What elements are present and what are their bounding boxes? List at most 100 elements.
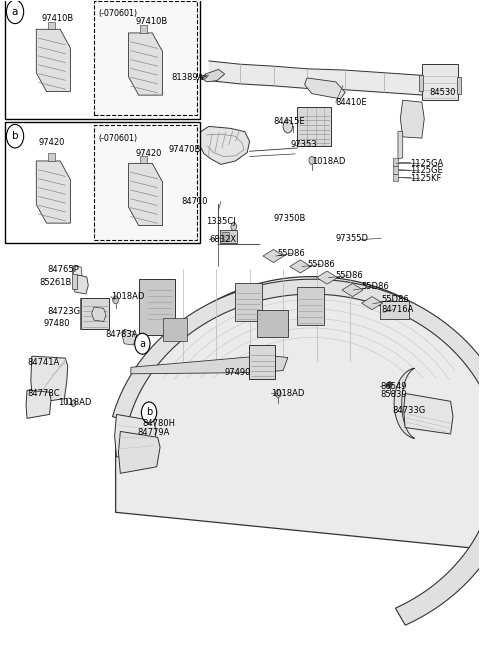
Polygon shape — [199, 127, 250, 165]
Circle shape — [283, 120, 293, 133]
Bar — [72, 266, 77, 289]
Polygon shape — [116, 277, 480, 552]
Text: 84783A: 84783A — [105, 330, 138, 339]
Circle shape — [6, 125, 24, 148]
Polygon shape — [201, 75, 207, 79]
Polygon shape — [26, 390, 51, 419]
Circle shape — [276, 390, 281, 398]
Bar — [222, 232, 228, 241]
Text: 97410B: 97410B — [136, 17, 168, 26]
Text: 85839: 85839 — [380, 390, 407, 400]
Bar — [220, 230, 237, 243]
Circle shape — [309, 157, 315, 165]
Polygon shape — [396, 417, 480, 625]
Text: 84716A: 84716A — [381, 305, 414, 314]
Polygon shape — [36, 161, 71, 223]
Text: 97490: 97490 — [225, 368, 251, 377]
Bar — [94, 125, 197, 239]
Polygon shape — [361, 297, 383, 310]
Text: 86549: 86549 — [380, 382, 407, 391]
Polygon shape — [400, 100, 424, 138]
Text: 81389A: 81389A — [172, 73, 204, 82]
Text: 97420: 97420 — [39, 138, 65, 147]
Polygon shape — [202, 70, 225, 82]
Polygon shape — [36, 30, 71, 91]
Text: (-070601): (-070601) — [99, 134, 138, 142]
Text: 1018AD: 1018AD — [111, 292, 144, 301]
Polygon shape — [115, 415, 156, 457]
Bar — [420, 75, 423, 91]
Text: 55D86: 55D86 — [336, 271, 363, 280]
Text: 84779A: 84779A — [137, 428, 169, 437]
Text: 84733G: 84733G — [392, 406, 425, 415]
Text: 97420: 97420 — [136, 149, 162, 157]
Bar — [298, 107, 331, 146]
Polygon shape — [263, 249, 284, 262]
Polygon shape — [129, 163, 163, 226]
Polygon shape — [119, 432, 160, 474]
Bar — [393, 158, 398, 166]
Bar — [257, 310, 288, 337]
Polygon shape — [112, 279, 480, 420]
Circle shape — [142, 402, 157, 423]
Polygon shape — [131, 356, 288, 374]
Polygon shape — [122, 329, 136, 345]
Polygon shape — [290, 260, 311, 273]
Bar — [298, 287, 324, 325]
Text: 84710: 84710 — [181, 197, 208, 206]
Text: 97410B: 97410B — [41, 14, 73, 23]
Text: 1018AD: 1018AD — [58, 398, 92, 407]
Polygon shape — [31, 356, 68, 403]
Bar — [4, 0, 200, 119]
Bar — [380, 300, 409, 319]
Circle shape — [6, 0, 24, 24]
Text: 55D86: 55D86 — [361, 282, 389, 291]
Text: (-070601): (-070601) — [99, 9, 138, 18]
Polygon shape — [48, 22, 55, 30]
Polygon shape — [73, 266, 82, 276]
Polygon shape — [73, 274, 88, 294]
Polygon shape — [140, 156, 147, 163]
Text: a: a — [139, 338, 145, 349]
Polygon shape — [404, 394, 453, 434]
Text: 97353: 97353 — [290, 140, 317, 149]
Text: 97355D: 97355D — [336, 234, 369, 243]
Text: 84778C: 84778C — [27, 389, 60, 398]
Bar — [422, 64, 458, 100]
Polygon shape — [92, 307, 106, 321]
Text: b: b — [12, 131, 18, 141]
Text: a: a — [12, 7, 18, 17]
Polygon shape — [80, 298, 81, 329]
Circle shape — [135, 333, 150, 354]
Polygon shape — [342, 283, 363, 297]
Text: 1335CJ: 1335CJ — [206, 216, 236, 226]
Circle shape — [66, 398, 71, 405]
Text: 84415E: 84415E — [274, 117, 305, 127]
Circle shape — [387, 382, 392, 388]
Circle shape — [231, 222, 237, 230]
Bar — [147, 279, 173, 321]
Circle shape — [113, 296, 119, 304]
Text: 55D86: 55D86 — [308, 260, 335, 269]
Text: 84530: 84530 — [429, 88, 456, 97]
Text: 1125KF: 1125KF — [410, 174, 441, 183]
Text: 1125GE: 1125GE — [410, 167, 443, 175]
Circle shape — [71, 400, 76, 407]
Text: 1018AD: 1018AD — [312, 157, 345, 165]
Bar — [235, 283, 262, 321]
Text: 84765P: 84765P — [48, 264, 79, 274]
Bar — [81, 298, 109, 329]
Bar — [140, 279, 175, 335]
Polygon shape — [48, 154, 55, 161]
Text: 84780H: 84780H — [142, 419, 175, 428]
Text: 85261B: 85261B — [39, 277, 72, 287]
Bar — [4, 122, 200, 243]
Bar — [94, 1, 197, 115]
Text: 97470B: 97470B — [168, 145, 201, 154]
Bar — [393, 166, 398, 173]
Text: 97480: 97480 — [44, 319, 70, 328]
Text: b: b — [146, 407, 152, 417]
Text: 1018AD: 1018AD — [271, 389, 304, 398]
Polygon shape — [394, 369, 415, 438]
Text: 55D86: 55D86 — [277, 249, 305, 258]
